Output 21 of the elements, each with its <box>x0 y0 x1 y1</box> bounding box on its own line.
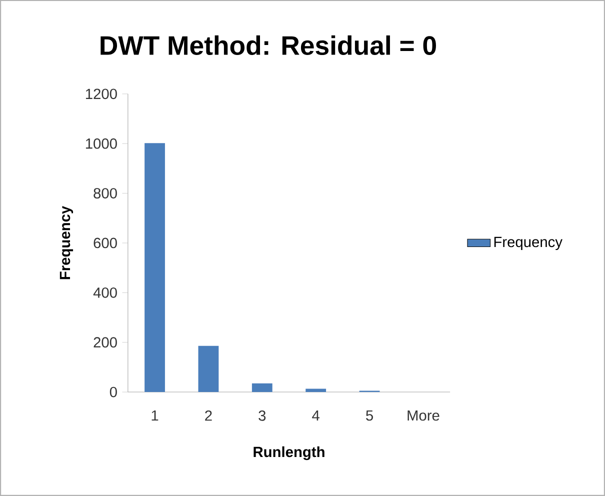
y-axis-title: Frequency <box>60 206 74 280</box>
y-tick-label: 1000 <box>86 138 117 149</box>
y-tick-label: 0 <box>110 386 117 398</box>
bar <box>144 143 165 392</box>
chart-title: DWT Method: Residual = 0 <box>100 35 436 56</box>
y-tick-label: 600 <box>94 238 117 248</box>
x-tick-label: 4 <box>312 410 320 421</box>
y-tick-label: 800 <box>94 188 117 199</box>
x-tick-label: 2 <box>205 410 212 421</box>
x-tick-label: More <box>408 410 440 421</box>
x-axis-title: Runlength <box>254 446 324 460</box>
bar <box>252 383 272 392</box>
y-tick-label: 1200 <box>86 88 117 100</box>
legend-label: Frequency <box>494 236 562 250</box>
y-tick-label: 200 <box>94 337 117 348</box>
x-tick-label: 3 <box>258 410 266 421</box>
bar <box>306 388 326 392</box>
y-tick-label: 400 <box>93 288 117 298</box>
x-tick-label: 5 <box>366 410 373 421</box>
bar <box>198 346 219 392</box>
x-tick-label: 1 <box>152 410 158 421</box>
